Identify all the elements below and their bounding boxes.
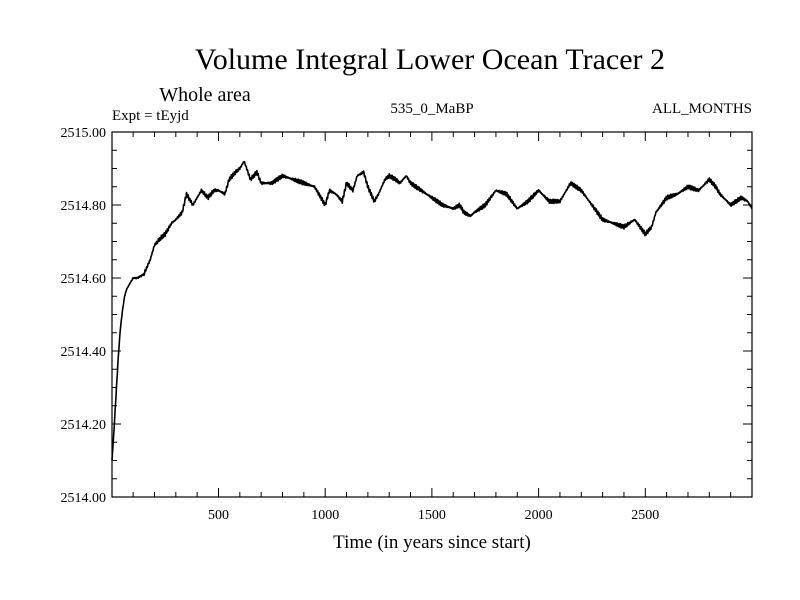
plot-frame — [111, 131, 753, 498]
x-tick-label: 1500 — [418, 508, 446, 523]
tick-labels: 500 1000 1500 2000 2500 2514.00 2514.20 2514.40… — [61, 126, 660, 523]
x-tick-label: 500 — [208, 508, 229, 523]
axis-ticks — [112, 132, 752, 497]
x-axis-label: Time (in years since start) — [333, 532, 531, 553]
y-tick-label: 2514.20 — [61, 418, 107, 433]
expt-label: Expt = tEyjd — [112, 108, 189, 124]
chart-subtitle: Whole area — [159, 84, 251, 106]
center-label: 535_0_MaBP — [390, 101, 473, 117]
chart-title: Volume Integral Lower Ocean Tracer 2 — [195, 43, 665, 76]
right-label: ALL_MONTHS — [652, 101, 752, 117]
series-line — [111, 160, 753, 461]
x-tick-label: 1000 — [311, 508, 339, 523]
y-tick-label: 2515.00 — [61, 126, 107, 141]
y-tick-label: 2514.40 — [61, 345, 107, 360]
y-tick-label: 2514.80 — [61, 199, 107, 214]
y-tick-label: 2514.00 — [61, 491, 107, 506]
x-tick-label: 2500 — [631, 508, 659, 523]
y-tick-label: 2514.60 — [61, 272, 107, 287]
x-tick-label: 2000 — [525, 508, 553, 523]
